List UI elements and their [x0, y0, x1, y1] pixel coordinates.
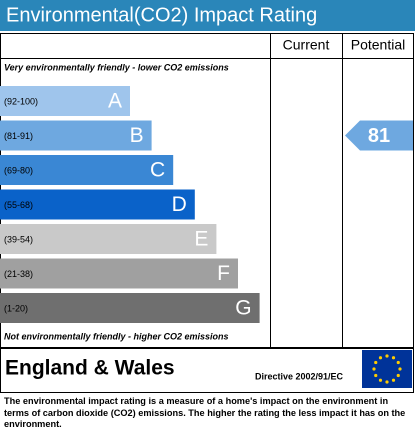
band-letter: A: [108, 90, 122, 113]
star: [385, 380, 389, 384]
band-letter: B: [130, 124, 144, 147]
potential-arrow: [345, 120, 413, 151]
star: [378, 378, 383, 382]
band-letter: E: [194, 228, 208, 251]
star: [396, 360, 400, 365]
band-bar: [0, 293, 260, 323]
eu-flag: [362, 350, 412, 388]
band-bar: [0, 120, 152, 151]
band-bar: [0, 86, 130, 116]
description: The environmental impact rating is a mea…: [4, 396, 406, 429]
star: [374, 373, 378, 378]
rating-chart: Environmental(CO2) Impact Rating Current…: [0, 0, 415, 393]
band-letter: G: [235, 297, 251, 320]
star: [391, 356, 396, 360]
band-range: (92-100): [4, 96, 38, 106]
band-range: (81-91): [4, 131, 33, 141]
band-range: (69-80): [4, 165, 33, 175]
star: [396, 373, 400, 378]
band-bar: [0, 224, 217, 254]
title-bar: [0, 0, 415, 31]
band-range: (1-20): [4, 303, 28, 313]
band-bar: [0, 155, 174, 185]
star: [391, 378, 396, 382]
star: [372, 367, 376, 371]
title: Environmental(CO2) Impact Rating: [6, 4, 317, 26]
bottom-note: Not environmentally friendly - higher CO…: [4, 331, 229, 341]
band-range: (39-54): [4, 234, 33, 244]
column-header: Current: [283, 37, 330, 53]
band-letter: D: [172, 193, 187, 216]
star: [374, 360, 378, 365]
band-bar: [0, 189, 195, 220]
potential-value: 81: [368, 125, 390, 147]
directive: Directive 2002/91/EC: [255, 371, 344, 381]
star: [385, 354, 389, 358]
band-range: (21-38): [4, 269, 33, 279]
country: England & Wales: [5, 357, 175, 380]
band-letter: F: [217, 262, 230, 285]
star: [398, 367, 402, 371]
column-header: Potential: [351, 37, 405, 53]
top-note: Very environmentally friendly - lower CO…: [4, 62, 229, 72]
star: [378, 356, 383, 360]
band-range: (55-68): [4, 200, 33, 210]
band-letter: C: [150, 159, 165, 182]
band-bar: [0, 258, 238, 289]
footer-frame: [0, 348, 414, 393]
